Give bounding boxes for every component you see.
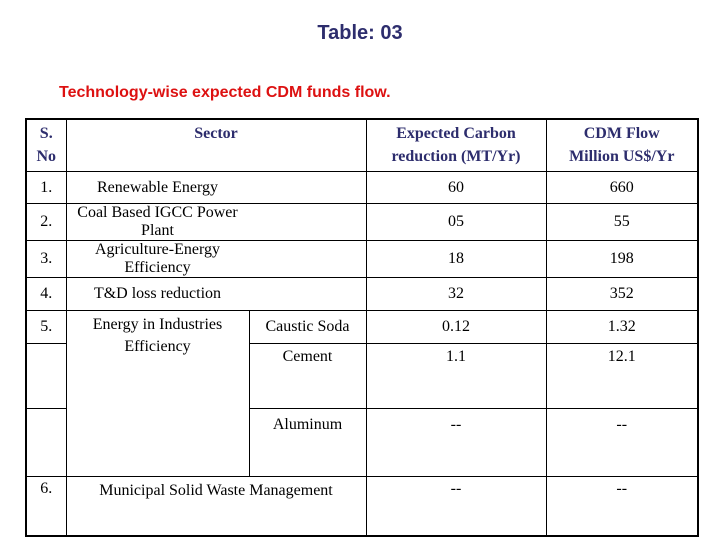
sno-cell: [25, 408, 67, 477]
sector-cell-agriculture: Agriculture-Energy Efficiency: [65, 240, 367, 278]
table-row-2: 2. Coal Based IGCC Power Plant 05 55: [25, 203, 699, 241]
sno-cell: 1.: [25, 171, 67, 204]
col-header-sno: S. No: [25, 118, 67, 172]
sector-label: Municipal Solid Waste Management: [99, 482, 333, 499]
cdm-value: 198: [545, 240, 699, 278]
cdm-value: 55: [545, 203, 699, 241]
cdm-value: 352: [545, 277, 699, 311]
expected-value: 60: [365, 171, 547, 204]
sub-sector-cell: Caustic Soda: [248, 310, 367, 344]
sector-cell-td-loss: T&D loss reduction: [65, 277, 367, 311]
sub-sector-cell: Aluminum: [248, 408, 367, 477]
sector-label: Energy in Industries Efficiency: [92, 316, 223, 355]
expected-value: --: [365, 408, 547, 477]
table-row-6: 6. Municipal Solid Waste Management -- -…: [25, 476, 699, 537]
table-row-3: 3. Agriculture-Energy Efficiency 18 198: [25, 240, 699, 278]
sector-cell-renewable-energy: Renewable Energy: [65, 171, 367, 204]
expected-value: 32: [365, 277, 547, 311]
sno-cell: 3.: [25, 240, 67, 278]
cdm-funds-table: S. No Sector Expected Carbon reduction (…: [25, 118, 699, 537]
col-header-cdm-flow: CDM Flow Million US$/Yr: [545, 118, 699, 172]
col-header-expected-carbon: Expected Carbon reduction (MT/Yr): [365, 118, 547, 172]
table-row-1: 1. Renewable Energy 60 660: [25, 171, 699, 204]
cdm-value: 660: [545, 171, 699, 204]
cdm-value: 12.1: [545, 343, 699, 409]
col-header-sno-line1: S.: [39, 125, 53, 142]
sno-cell: [25, 343, 67, 409]
sector-cell-energy-industries: Energy in Industries Efficiency: [65, 310, 250, 477]
expected-value: 05: [365, 203, 547, 241]
col-header-expected-line1: Expected Carbon: [396, 125, 516, 142]
sector-cell-municipal-waste: Municipal Solid Waste Management: [65, 476, 367, 537]
col-header-sno-line2: No: [36, 148, 57, 165]
col-header-cdm-line1: CDM Flow: [583, 125, 660, 142]
expected-value: 18: [365, 240, 547, 278]
expected-value: 1.1: [365, 343, 547, 409]
sno-cell: 5.: [25, 310, 67, 344]
sno-cell: 4.: [25, 277, 67, 311]
table-row-5-caustic-soda: 5. Energy in Industries Efficiency Caust…: [25, 310, 699, 477]
table-row-5-aluminum: Aluminum -- --: [25, 408, 699, 477]
expected-value: --: [365, 476, 547, 537]
cdm-value: --: [545, 408, 699, 477]
col-header-expected-line2: reduction (MT/Yr): [391, 148, 521, 165]
col-header-cdm-line2: Million US$/Yr: [569, 148, 675, 165]
sno-cell: 2.: [25, 203, 67, 241]
expected-value: 0.12: [365, 310, 547, 344]
sector-cell-coal-igcc: Coal Based IGCC Power Plant: [65, 203, 367, 241]
cdm-value: 1.32: [545, 310, 699, 344]
table-row-4: 4. T&D loss reduction 32 352: [25, 277, 699, 311]
sno-cell: 6.: [25, 476, 67, 537]
page-title: Table: 03: [317, 22, 403, 44]
col-header-sector: Sector: [65, 118, 367, 172]
table-caption: Technology-wise expected CDM funds flow.: [59, 84, 391, 101]
header-row: S. No Sector Expected Carbon reduction (…: [25, 118, 699, 172]
sub-sector-cell: Cement: [248, 343, 367, 409]
cdm-value: --: [545, 476, 699, 537]
